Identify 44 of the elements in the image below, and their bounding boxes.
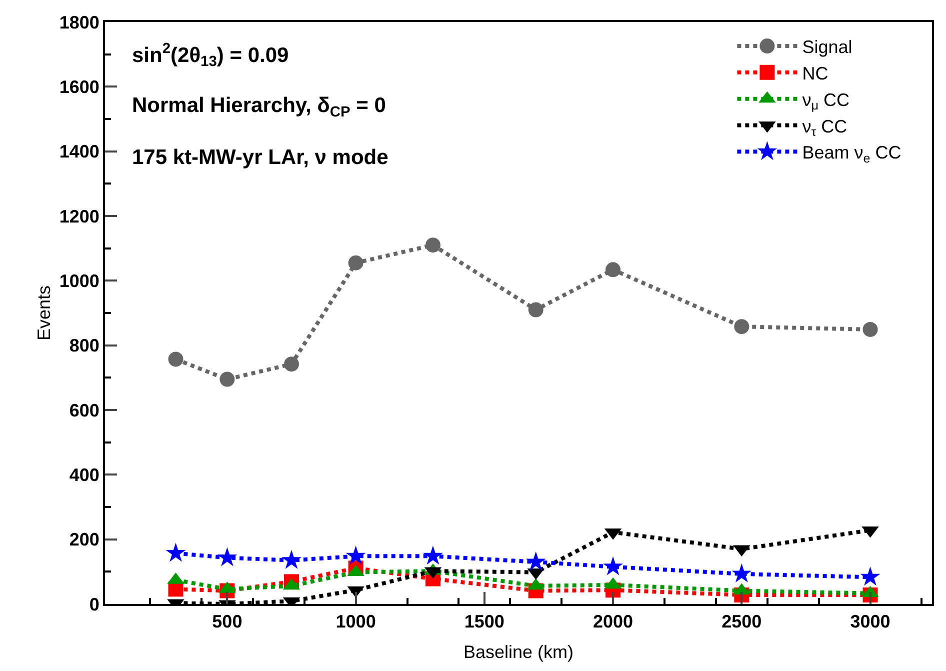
x-tick-label: 3000	[850, 612, 890, 632]
point	[862, 322, 878, 337]
legend-label: Signal	[802, 37, 852, 58]
x-tick-label: 500	[212, 612, 242, 632]
annotation: sin$^{2}$(2θ$_{13}$) = 0.09	[132, 41, 289, 70]
point	[348, 255, 364, 270]
y-tick-label: 1600	[59, 76, 100, 97]
point	[346, 546, 366, 565]
annotation: Normal Hierarchy, δ$_{CP}$ = 0	[132, 94, 386, 120]
x-tick-label: 2500	[722, 612, 762, 632]
x-tick-label: 1000	[336, 612, 376, 632]
point	[603, 556, 624, 576]
y-tick-label: 800	[69, 336, 100, 356]
y-axis-title: Events	[34, 285, 54, 341]
x-tick-label: 1500	[464, 612, 504, 632]
point	[168, 352, 184, 367]
point	[860, 566, 880, 586]
point	[526, 551, 546, 570]
x-axis-title: Baseline (km)	[463, 642, 574, 662]
x-tick-label: 2000	[593, 612, 634, 632]
point	[220, 372, 235, 387]
y-tick-label: 600	[69, 400, 100, 420]
y-tick-label: 400	[69, 464, 100, 485]
y-tick-label: 1800	[59, 12, 100, 32]
point	[734, 319, 750, 334]
point	[284, 356, 299, 372]
legend-label: NC	[802, 63, 828, 84]
point	[282, 550, 302, 569]
y-tick-label: 1200	[59, 206, 100, 226]
annotation: 175 kt-MW-yr LAr, ν mode	[132, 146, 388, 169]
legend-label: ν$_{τ}$ CC	[802, 116, 848, 140]
point	[606, 262, 621, 278]
y-tick-label: 0	[89, 594, 100, 614]
point	[425, 238, 440, 253]
point	[166, 542, 186, 562]
y-tick-label: 200	[69, 530, 100, 550]
y-tick-label: 1400	[59, 142, 100, 162]
point	[732, 563, 752, 582]
point	[217, 547, 238, 566]
y-tick-label: 1000	[59, 270, 100, 291]
legend-label: Beam ν$_{e}$ CC	[802, 142, 902, 166]
point	[422, 546, 443, 565]
point	[528, 302, 544, 318]
legend-label: ν$_{μ}$ CC	[802, 90, 850, 113]
